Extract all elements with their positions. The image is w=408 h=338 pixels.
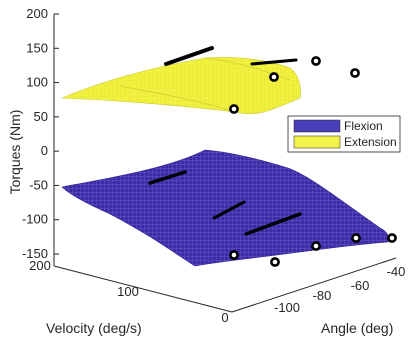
legend-label-extension: Extension [344, 135, 397, 149]
z-tick-label: -150 [22, 246, 48, 261]
angle-tick-label: -60 [351, 278, 370, 293]
velocity-axis-label: Velocity (deg/s) [46, 320, 142, 336]
flexion-measured-stroke [148, 170, 187, 185]
angle-axis-line [231, 257, 397, 313]
series-extension-surface [61, 46, 301, 115]
velocity-axis-line [53, 265, 233, 313]
data-point-marker [229, 104, 239, 114]
data-point-marker [270, 257, 280, 267]
data-point-marker [269, 72, 279, 82]
z-tick-label: 150 [26, 40, 48, 55]
flexion-surface-fill [61, 149, 390, 267]
measured-points [229, 56, 397, 267]
data-point-marker [311, 56, 321, 66]
flexion-measured-stroke [244, 212, 302, 236]
series-flexion-surface [61, 149, 390, 267]
z-tick-label: 200 [26, 6, 48, 21]
data-point-marker [350, 68, 360, 78]
velocity-tick-label: 100 [117, 284, 139, 299]
data-point-marker [229, 250, 239, 260]
velocity-tick-label: 200 [29, 258, 51, 273]
legend: Flexion Extension [287, 115, 401, 153]
angle-tick-label: -100 [274, 300, 300, 315]
z-tick-label: 0 [41, 143, 48, 158]
legend-label-flexion: Flexion [344, 119, 383, 133]
extension-surface-fold [119, 57, 291, 113]
extension-measured-stroke [250, 58, 298, 66]
angle-axis-label: Angle (deg) [321, 320, 393, 336]
z-axis-label: Torques (Nm) [7, 110, 23, 195]
z-tick-label: -50 [29, 177, 48, 192]
velocity-tick-label: 0 [221, 310, 228, 325]
data-point-marker [311, 241, 321, 251]
flexion-measured-stroke [212, 200, 246, 220]
legend-swatch-flexion [293, 119, 341, 133]
z-tick-label: 100 [26, 75, 48, 90]
z-tick-label: -100 [22, 212, 48, 227]
angle-tick-label: -40 [387, 264, 406, 279]
data-point-marker [387, 233, 397, 243]
angle-tick-label: -80 [313, 288, 332, 303]
data-point-marker [351, 233, 361, 243]
z-tick-label: 50 [34, 109, 48, 124]
angle-axis-ticks: -40 -60 -80 -100 [274, 264, 405, 315]
extension-surface-fill [61, 57, 301, 115]
legend-swatch-extension [293, 135, 341, 149]
z-axis-ticks: 200 150 100 50 0 -50 -100 -150 [22, 6, 59, 261]
velocity-axis-ticks: 200 100 0 [29, 258, 228, 325]
extension-measured-stroke [164, 46, 214, 66]
